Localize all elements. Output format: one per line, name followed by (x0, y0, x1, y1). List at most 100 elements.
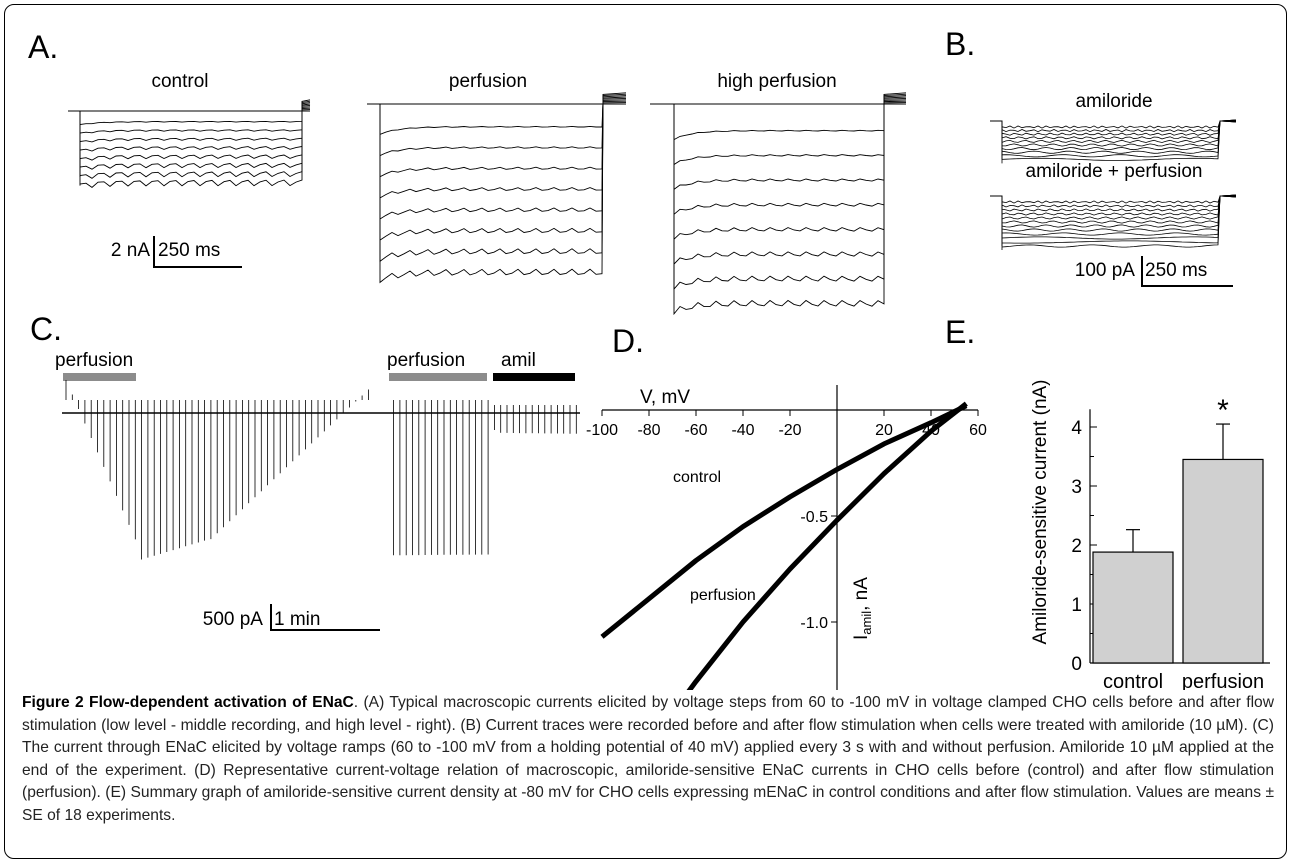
panel-e-bar-chart: E. Amiloride-sensitive current (nA) 0 1 2 3… (945, 314, 1270, 690)
panel-a-current-traces (68, 92, 907, 316)
amiloride-trace (990, 194, 1237, 230)
amiloride-trace (990, 120, 1236, 146)
panel-a-scale-bar (153, 236, 242, 268)
panel-c-scale-bar (270, 604, 380, 631)
caption-lead: Figure 2 Flow-dependent activation of EN… (22, 694, 354, 711)
panel-d-iv-plot: D. V, mV -100-80-60-40-20204060-0.5-1.0-… (586, 323, 987, 690)
figure-panels: A. control perfusion high perfusion 2 nA… (28, 26, 1270, 690)
x-tick-label: -20 (778, 422, 801, 439)
amiloride-trace (990, 119, 1237, 142)
panel-a-scale-amp: 2 nA (111, 240, 150, 261)
panel-b-title-amiloride-perfusion: amiloride + perfusion (1026, 161, 1203, 182)
x-tick-label: -60 (684, 422, 707, 439)
amiloride-trace (990, 195, 1237, 214)
step-trace (650, 95, 907, 266)
panel-a-title-control: control (151, 71, 208, 92)
panel-a-title-high-perfusion: high perfusion (717, 71, 836, 92)
caption-text: . (A) Typical macroscopic currents elici… (22, 694, 1274, 824)
step-trace (68, 100, 311, 179)
y-tick-label: -0.5 (800, 509, 828, 526)
panel-b-title-amiloride: amiloride (1075, 91, 1152, 112)
panel-e-y-axis-label: Amiloride-sensitive current (nA) (1030, 379, 1051, 644)
amiloride-trace (990, 120, 1236, 135)
panel-c-amiloride-bar (493, 373, 575, 381)
panel-b-current-traces (990, 119, 1237, 250)
panel-b-scale-time: 250 ms (1145, 260, 1207, 281)
panel-b: B. amiloride amiloride + perfusion 100 p… (945, 26, 1237, 287)
panel-a-scale-time: 250 ms (158, 240, 220, 261)
amiloride-trace (990, 119, 1237, 153)
x-tick-label: -100 (586, 422, 618, 439)
bar-perfusion (1182, 458, 1264, 664)
step-trace (650, 100, 907, 166)
y-tick-label: 3 (1071, 477, 1082, 498)
amiloride-trace (990, 119, 1237, 164)
step-trace (650, 92, 907, 316)
y-tick-label: 2 (1071, 536, 1082, 557)
step-trace (367, 100, 627, 157)
step-trace (367, 92, 627, 284)
step-trace (650, 99, 907, 191)
step-trace (367, 102, 627, 136)
bar-control (1092, 551, 1174, 664)
step-trace (68, 103, 311, 161)
step-trace (367, 99, 627, 178)
step-trace (367, 93, 627, 263)
amiloride-trace (990, 195, 1237, 238)
panel-c-letter: C. (30, 311, 62, 347)
series-line-perfusion (686, 401, 968, 690)
amiloride-trace (990, 194, 1237, 242)
y-tick-label: 0 (1071, 654, 1082, 675)
step-trace (367, 95, 627, 241)
amiloride-trace (990, 195, 1236, 234)
amiloride-trace (990, 119, 1237, 131)
x-tick-label: -80 (637, 422, 660, 439)
figure-frame (4, 4, 1287, 859)
step-trace (367, 97, 627, 199)
amiloride-trace (990, 195, 1237, 250)
significance-marker: * (1217, 394, 1229, 427)
panel-d-y-axis-label: Iamil, nA (851, 577, 874, 640)
panel-e-plot: 0 1 2 3 4 control perfusion * (1071, 394, 1270, 690)
amiloride-trace (990, 120, 1237, 149)
step-trace (367, 96, 627, 220)
panel-c-bar-label-perfusion-1: perfusion (55, 350, 133, 371)
amiloride-trace (990, 120, 1236, 157)
y-tick-label: 1 (1071, 595, 1082, 616)
step-trace (650, 97, 907, 216)
amiloride-trace (990, 195, 1236, 222)
panel-c-ramp-current-trace (62, 380, 580, 560)
panel-a-letter: A. (28, 29, 58, 65)
step-trace (650, 96, 907, 241)
amiloride-trace (990, 194, 1237, 206)
panel-b-letter: B. (945, 26, 975, 62)
step-trace (68, 104, 311, 152)
amiloride-trace (990, 120, 1237, 160)
panel-a-title-perfusion: perfusion (449, 71, 527, 92)
y-tick-label: 4 (1071, 418, 1082, 439)
panel-c-perfusion-bar-2 (389, 373, 487, 381)
step-trace (68, 106, 311, 143)
figure-caption: Figure 2 Flow-dependent activation of EN… (22, 692, 1274, 827)
panel-b-scale-amp: 100 pA (1075, 260, 1136, 281)
amiloride-trace (990, 194, 1237, 218)
panel-c-perfusion-bar-1 (63, 373, 136, 381)
step-trace (68, 99, 311, 188)
step-trace (650, 102, 907, 141)
panel-c-bar-label-amil: amil (501, 350, 536, 371)
amiloride-trace (990, 195, 1237, 226)
x-tick-label: 60 (969, 422, 987, 439)
panel-d-x-axis-label: V, mV (640, 387, 690, 408)
step-trace (650, 93, 907, 291)
panel-d-series (600, 401, 968, 690)
x-tick-label: 20 (875, 422, 893, 439)
panel-c-scale-time: 1 min (274, 609, 320, 630)
amiloride-trace (990, 120, 1237, 139)
panel-b-scale-bar (1141, 256, 1233, 287)
step-trace (68, 109, 311, 125)
step-trace (68, 107, 311, 134)
x-category-label: control (1103, 671, 1163, 690)
panel-d-series-label-perfusion: perfusion (690, 587, 756, 604)
